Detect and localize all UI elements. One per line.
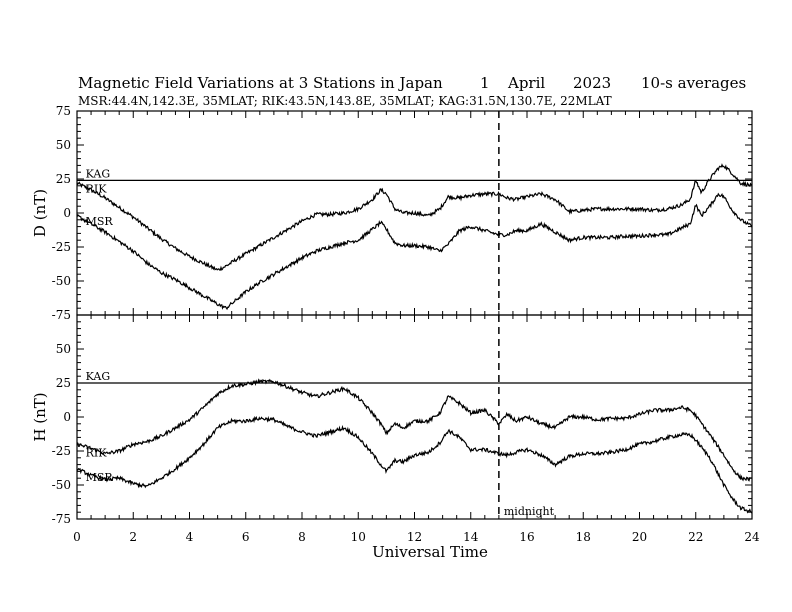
x-tick-label: 4 bbox=[186, 530, 194, 544]
x-tick-label: 8 bbox=[298, 530, 306, 544]
x-axis-title: Universal Time bbox=[372, 543, 488, 561]
midnight-label: midnight bbox=[504, 505, 555, 518]
panel-H: 50 25 0 -25 -50 -75 H (nT) KAG RIK MSR bbox=[31, 314, 753, 526]
title-year: 2023 bbox=[573, 74, 611, 92]
x-tick-label: 0 bbox=[73, 530, 81, 544]
chart-subtitle: MSR:44.4N,142.3E, 35MLAT; RIK:43.5N,143.… bbox=[78, 94, 612, 108]
y-tick-label: 0 bbox=[63, 206, 71, 220]
x-tick-label: 20 bbox=[632, 530, 647, 544]
x-tick-label: 18 bbox=[576, 530, 591, 544]
y-tick-label: 0 bbox=[63, 410, 71, 424]
y-tick-label: -25 bbox=[52, 240, 71, 254]
y-tick-label: 75 bbox=[56, 104, 71, 118]
x-tick-label: 24 bbox=[744, 530, 760, 544]
y-tick-label: -50 bbox=[52, 478, 71, 492]
x-tick-label: 6 bbox=[242, 530, 250, 544]
y-tick-label: 50 bbox=[56, 342, 71, 356]
y-tick-label: -25 bbox=[52, 444, 71, 458]
title-day: 1 bbox=[480, 74, 490, 92]
station-label-D-kag: KAG bbox=[86, 168, 111, 181]
x-tick-label: 10 bbox=[351, 530, 366, 544]
title-month: April bbox=[507, 74, 545, 92]
station-label-D-msr: MSR bbox=[86, 215, 114, 228]
station-label-H-kag: KAG bbox=[86, 370, 111, 383]
y-tick-label: -75 bbox=[52, 308, 71, 322]
x-tick-label: 22 bbox=[688, 530, 703, 544]
y-tick-label: 25 bbox=[56, 172, 71, 186]
series-line-H-rik bbox=[76, 378, 753, 482]
series-line-H-msr bbox=[76, 415, 753, 514]
x-tick-label: 2 bbox=[129, 530, 137, 544]
y-tick-label: 25 bbox=[56, 376, 71, 390]
station-label-D-rik: RIK bbox=[86, 183, 108, 196]
chart-title: Magnetic Field Variations at 3 Stations … bbox=[78, 74, 443, 92]
title-resolution: 10-s averages bbox=[641, 74, 746, 92]
y-tick-label: 50 bbox=[56, 138, 71, 152]
x-tick-label: 14 bbox=[463, 530, 479, 544]
x-tick-labels: 0 2 4 6 8 10 12 14 16 18 20 22 24 bbox=[73, 530, 760, 544]
y-tick-label: -50 bbox=[52, 274, 71, 288]
station-label-H-msr: MSR bbox=[86, 471, 114, 484]
x-tick-label: 16 bbox=[519, 530, 534, 544]
series-line-D-msr bbox=[76, 192, 753, 311]
series-line-D-rik bbox=[76, 163, 753, 271]
y-axis-title-D: D (nT) bbox=[31, 189, 49, 237]
y-axis-title-H: H (nT) bbox=[31, 392, 49, 441]
y-tick-label: -75 bbox=[52, 512, 71, 526]
station-label-H-rik: RIK bbox=[86, 446, 108, 459]
x-tick-label: 12 bbox=[407, 530, 422, 544]
